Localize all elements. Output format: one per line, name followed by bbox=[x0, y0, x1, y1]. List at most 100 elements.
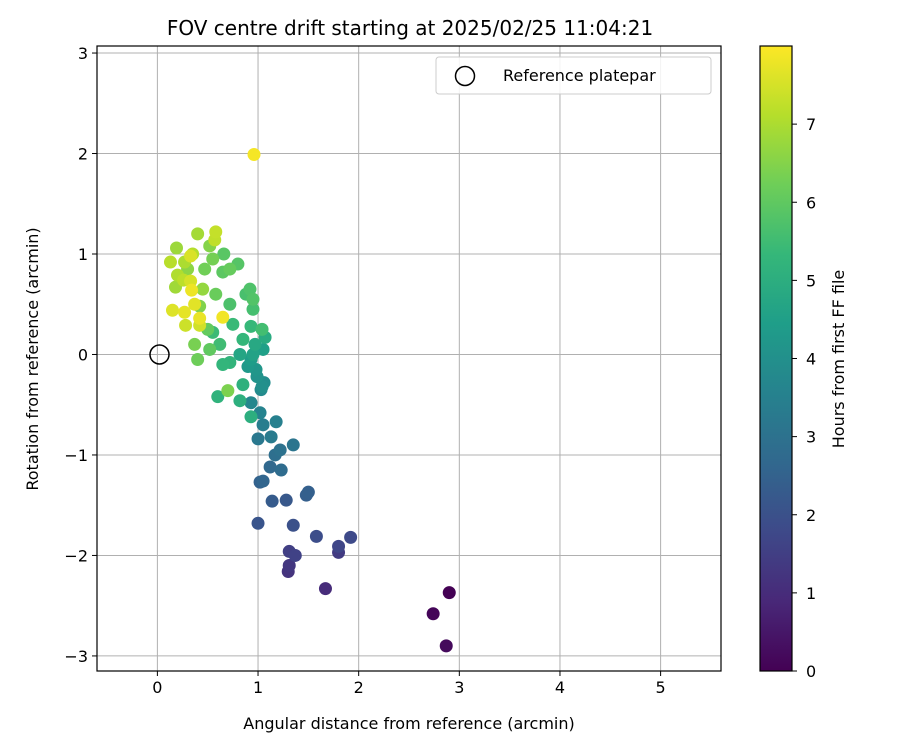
data-point bbox=[221, 384, 235, 398]
y-tick-label: 1 bbox=[78, 245, 88, 264]
data-point bbox=[196, 282, 210, 296]
data-point bbox=[256, 418, 270, 432]
data-point bbox=[279, 493, 293, 507]
data-point bbox=[213, 337, 227, 351]
data-point bbox=[216, 358, 230, 372]
legend: Reference platepar bbox=[435, 56, 712, 95]
data-point bbox=[191, 353, 205, 367]
colorbar-tick-label: 4 bbox=[806, 350, 816, 369]
legend-marker-icon bbox=[454, 65, 476, 87]
data-point bbox=[426, 607, 440, 621]
grid bbox=[97, 46, 721, 671]
y-tick-label: 2 bbox=[78, 145, 88, 164]
y-tick-label: −1 bbox=[64, 446, 88, 465]
data-point bbox=[243, 282, 257, 296]
colorbar-label: Hours from first FF file bbox=[829, 270, 848, 449]
y-tick-label: −3 bbox=[64, 647, 88, 666]
data-point bbox=[269, 415, 283, 429]
data-point bbox=[217, 247, 231, 261]
data-point bbox=[244, 319, 258, 333]
x-axis-label: Angular distance from reference (arcmin) bbox=[243, 714, 574, 733]
colorbar-tick-label: 3 bbox=[806, 428, 816, 447]
data-point bbox=[184, 249, 198, 263]
data-point bbox=[282, 558, 296, 572]
data-point bbox=[247, 148, 261, 162]
data-point bbox=[332, 539, 346, 553]
y-axis-ticks: −3 −2 −1 0 1 2 3 bbox=[64, 44, 97, 666]
data-point bbox=[265, 494, 279, 508]
data-point bbox=[286, 438, 300, 452]
data-point bbox=[286, 518, 300, 532]
x-axis-ticks: 0 1 2 3 4 5 bbox=[152, 671, 666, 697]
data-point bbox=[244, 410, 258, 424]
data-point bbox=[236, 332, 250, 346]
legend-label: Reference platepar bbox=[503, 66, 656, 85]
data-point bbox=[248, 337, 262, 351]
data-point bbox=[301, 485, 315, 499]
data-point bbox=[209, 287, 223, 301]
data-point bbox=[344, 530, 358, 544]
data-point bbox=[251, 516, 265, 530]
data-point bbox=[256, 474, 270, 488]
x-tick-label: 1 bbox=[253, 678, 263, 697]
data-point bbox=[255, 322, 269, 336]
data-point bbox=[233, 394, 247, 408]
data-point bbox=[246, 292, 260, 306]
data-point bbox=[251, 432, 265, 446]
y-axis-label: Rotation from reference (arcmin) bbox=[23, 227, 42, 490]
data-point bbox=[163, 255, 177, 269]
x-tick-label: 3 bbox=[454, 678, 464, 697]
data-point bbox=[191, 227, 205, 241]
data-point bbox=[216, 310, 230, 324]
data-point bbox=[223, 297, 237, 311]
colorbar-tick-label: 5 bbox=[806, 271, 816, 290]
reference-platepar-marker bbox=[149, 344, 170, 365]
data-point bbox=[288, 548, 302, 562]
colorbar-tick-label: 7 bbox=[806, 115, 816, 134]
colorbar-ticks: 0 1 2 3 4 5 6 7 bbox=[792, 115, 816, 681]
data-point bbox=[318, 582, 332, 596]
colorbar-tick-label: 2 bbox=[806, 506, 816, 525]
x-tick-label: 2 bbox=[354, 678, 364, 697]
chart-title: FOV centre drift starting at 2025/02/25 … bbox=[167, 16, 653, 40]
data-point bbox=[255, 380, 269, 394]
data-point bbox=[203, 342, 217, 356]
data-point bbox=[188, 337, 202, 351]
data-point bbox=[309, 529, 323, 543]
y-tick-label: −2 bbox=[64, 546, 88, 565]
data-point bbox=[264, 430, 278, 444]
x-tick-label: 5 bbox=[656, 678, 666, 697]
data-point bbox=[211, 390, 225, 404]
data-point bbox=[246, 302, 260, 316]
data-point bbox=[185, 283, 199, 297]
data-point bbox=[165, 303, 179, 317]
legend-box bbox=[435, 56, 712, 95]
data-point bbox=[223, 262, 237, 276]
y-tick-label: 3 bbox=[78, 44, 88, 63]
data-point bbox=[179, 318, 193, 332]
data-point bbox=[198, 262, 212, 276]
x-tick-label: 4 bbox=[555, 678, 565, 697]
data-point bbox=[170, 241, 184, 255]
y-tick-label: 0 bbox=[78, 345, 88, 364]
colorbar-tick-label: 1 bbox=[806, 584, 816, 603]
data-point bbox=[442, 586, 456, 600]
data-point bbox=[263, 460, 277, 474]
data-point bbox=[206, 252, 220, 266]
colorbar: 0 1 2 3 4 5 6 7 Hours from first FF file bbox=[759, 45, 848, 681]
data-point bbox=[273, 443, 287, 457]
data-point bbox=[233, 347, 247, 361]
colorbar-gradient bbox=[759, 45, 793, 672]
data-points bbox=[163, 148, 456, 653]
data-point bbox=[226, 317, 240, 331]
data-point bbox=[188, 297, 202, 311]
data-point bbox=[236, 378, 250, 392]
data-point bbox=[274, 463, 288, 477]
colorbar-tick-label: 0 bbox=[806, 662, 816, 681]
data-point bbox=[178, 305, 192, 319]
data-point bbox=[244, 396, 258, 410]
data-point bbox=[246, 347, 260, 361]
plot-frame bbox=[96, 45, 722, 672]
x-tick-label: 0 bbox=[152, 678, 162, 697]
